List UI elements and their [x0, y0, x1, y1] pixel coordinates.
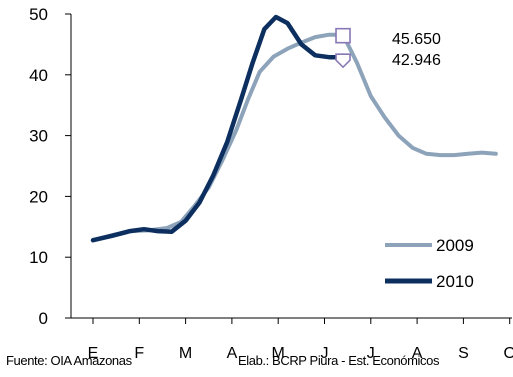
chart-legend: 2009 2010: [385, 236, 474, 291]
x-tick-label: J: [321, 345, 329, 362]
series-line-2010: [90, 14, 346, 243]
y-tick-label: 30: [29, 127, 48, 146]
x-tick-label: E: [88, 345, 99, 362]
y-tick-label: 20: [29, 187, 48, 206]
x-tick-label: S: [458, 345, 469, 362]
chart-annotations: 45.650 42.946: [392, 31, 441, 69]
annotation-2009: 45.650: [392, 31, 441, 48]
y-tick-label: 40: [29, 66, 48, 85]
x-tick-label: J: [367, 345, 375, 362]
x-tick-label: A: [227, 345, 238, 362]
point-marker-2009: [335, 27, 351, 44]
x-tick-label: F: [134, 345, 144, 362]
x-tick-label: M: [272, 345, 285, 362]
annotation-2010: 42.946: [392, 52, 441, 69]
y-tick-label: 0: [39, 309, 48, 328]
legend-label-2010: 2010: [436, 272, 474, 291]
chart-markers: [335, 27, 351, 69]
chart-axes: [70, 14, 512, 319]
y-tick-label: 10: [29, 248, 48, 267]
x-tick-label: O: [503, 345, 513, 362]
chart-series: [90, 14, 498, 243]
y-tick-label: 50: [29, 5, 48, 24]
x-tick-label: A: [412, 345, 423, 362]
source-note: Fuente: OIA Amazonas: [6, 353, 132, 368]
legend-label-2009: 2009: [436, 236, 474, 255]
x-tick-label: M: [179, 345, 192, 362]
point-marker-2010: [335, 53, 351, 69]
y-axis-ticks: 0 10 20 30 40 50: [29, 5, 71, 328]
elaboration-note: Elab.: BCRP Piura - Est. Económicos: [238, 353, 440, 368]
